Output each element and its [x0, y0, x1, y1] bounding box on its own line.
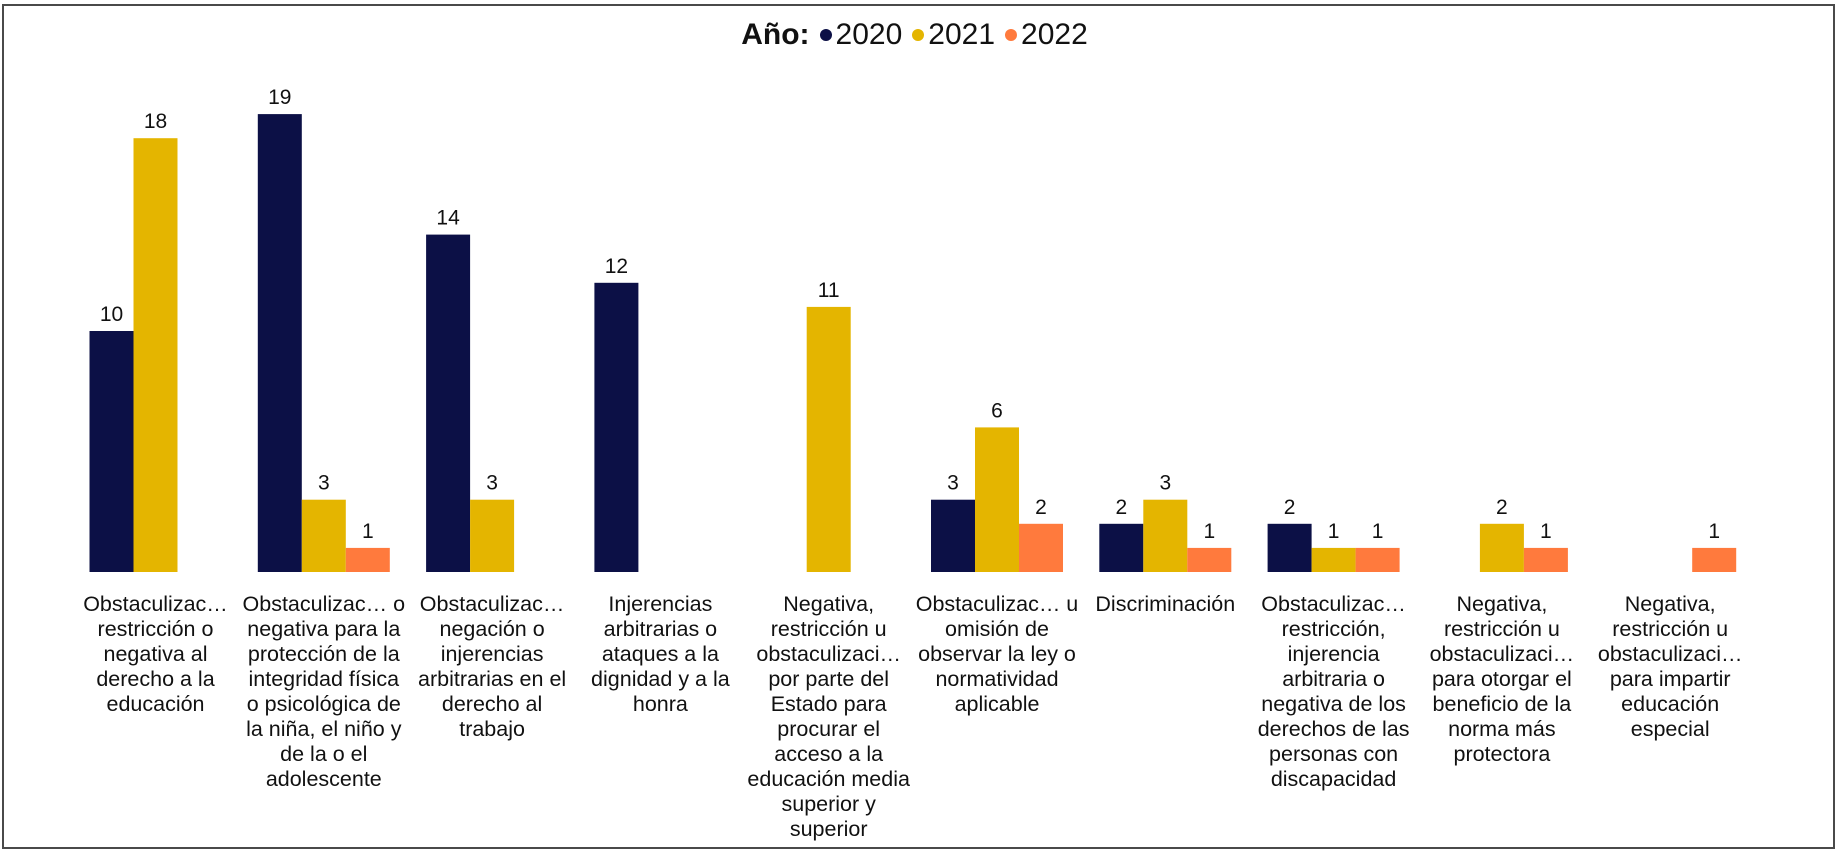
- chart-frame: [2, 4, 1835, 849]
- bar-2021-cat-6: [975, 427, 1019, 572]
- data-label-2021-cat-8: 1: [1328, 520, 1340, 543]
- data-label-2020-cat-8: 2: [1284, 496, 1296, 519]
- data-label-2020-cat-3: 14: [436, 207, 460, 230]
- bar-2021-cat-2: [301, 499, 346, 572]
- bar-2020-cat-6: [931, 499, 975, 572]
- data-label-2021-cat-7: 3: [1159, 472, 1171, 495]
- legend-marker-2022: [1005, 29, 1018, 41]
- bar-2021-cat-5: [806, 306, 851, 572]
- data-label-2022-cat-2: 1: [362, 520, 374, 543]
- data-label-2020-cat-4: 12: [605, 255, 628, 278]
- legend-item-2021: 2021: [912, 18, 995, 52]
- data-label-2022-cat-7: 1: [1203, 520, 1215, 543]
- data-label-2021-cat-5: 11: [818, 279, 840, 302]
- bar-2021-cat-8: [1311, 547, 1356, 572]
- category-label-10: Negativa, restricción u obstaculizaci… p…: [1597, 592, 1743, 741]
- category-label-9: Negativa, restricción u obstaculizaci… p…: [1429, 592, 1575, 766]
- data-label-2020-cat-2: 19: [268, 86, 291, 109]
- category-label-4: Injerencias arbitrarias o ataques a la d…: [591, 592, 730, 716]
- data-label-2020-cat-6: 3: [947, 472, 959, 495]
- data-label-2022-cat-9: 1: [1540, 520, 1552, 543]
- category-label-2: Obstaculizac… o negativa para la protecc…: [242, 592, 406, 791]
- data-label-2021-cat-3: 3: [486, 472, 498, 495]
- chart-legend: Año: 2020 2021 2022: [0, 18, 1839, 52]
- data-label-2022-cat-8: 1: [1372, 520, 1384, 543]
- category-label-7: Discriminación: [1095, 592, 1236, 616]
- legend-item-2022: 2022: [1005, 18, 1088, 52]
- legend-label-2020: 2020: [835, 18, 903, 51]
- bar-2022-cat-6: [1019, 523, 1063, 572]
- category-label-3: Obstaculizac… negación o injerencias arb…: [418, 592, 567, 741]
- legend-marker-2020: [819, 29, 832, 41]
- data-label-2022-cat-6: 2: [1035, 496, 1047, 519]
- category-label-6: Obstaculizac… u omisión de observar la l…: [915, 592, 1079, 716]
- legend-label-2021: 2021: [928, 18, 996, 51]
- category-label-1: Obstaculizac… restricción o negativa al …: [83, 592, 228, 716]
- legend-marker-2021: [912, 29, 925, 41]
- bar-2022-cat-9: [1523, 547, 1568, 572]
- data-label-2021-cat-1: 18: [144, 110, 167, 133]
- category-label-8: Obstaculizac… restricción, injerencia ar…: [1257, 592, 1410, 791]
- bar-2020-cat-3: [426, 234, 471, 572]
- bar-2022-cat-8: [1355, 547, 1400, 572]
- bar-2021-cat-9: [1479, 523, 1524, 572]
- legend-item-2020: 2020: [819, 18, 903, 52]
- bar-2022-cat-7: [1187, 547, 1232, 572]
- category-label-5: Negativa, restricción u obstaculizaci… p…: [747, 592, 910, 841]
- bar-2020-cat-7: [1099, 523, 1144, 572]
- bar-2020-cat-1: [89, 331, 134, 572]
- bar-2021-cat-1: [133, 138, 178, 572]
- legend-label-2022: 2022: [1021, 18, 1088, 51]
- bar-2022-cat-2: [345, 547, 390, 572]
- bar-2022-cat-10: [1692, 547, 1737, 572]
- data-label-2022-cat-10: 1: [1708, 520, 1720, 543]
- legend-title: Año:: [741, 18, 810, 51]
- bar-2020-cat-8: [1267, 523, 1312, 572]
- data-label-2021-cat-2: 3: [318, 472, 330, 495]
- bar-2020-cat-2: [257, 114, 302, 572]
- data-label-2021-cat-9: 2: [1496, 496, 1508, 519]
- bar-2021-cat-3: [470, 499, 515, 572]
- data-label-2020-cat-1: 10: [100, 303, 123, 326]
- data-label-2021-cat-6: 6: [991, 399, 1003, 422]
- data-label-2020-cat-7: 2: [1115, 496, 1127, 519]
- bar-2020-cat-4: [594, 282, 639, 572]
- bar-2021-cat-7: [1143, 499, 1188, 572]
